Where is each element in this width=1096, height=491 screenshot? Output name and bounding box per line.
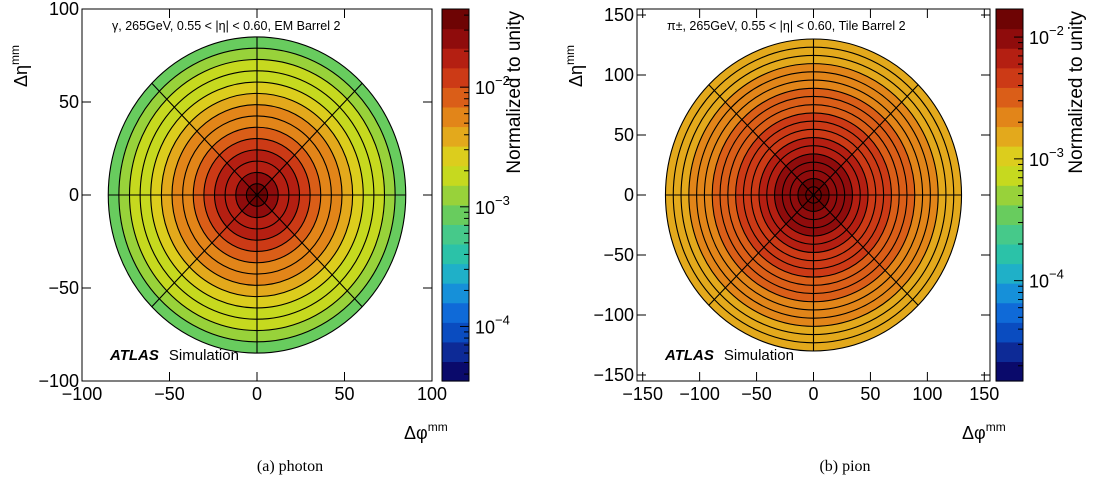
atlas-label: ATLAS Simulation <box>664 347 794 364</box>
chart-panel-1: −150 −100 −50 0 50 100 150 −150 −100 −50 0 50 100 150… <box>563 5 1087 443</box>
colorbar-band <box>442 48 469 69</box>
x-tick-label: 50 <box>860 384 880 404</box>
colorbar-band <box>996 106 1023 128</box>
colorbar-band <box>442 243 469 265</box>
colorbar-band <box>442 185 469 206</box>
colorbar-label: Normalized to unity <box>1066 11 1087 174</box>
y-tick-label: −100 <box>593 305 634 325</box>
x-tick-label: 100 <box>912 384 942 404</box>
x-tick-label: −100 <box>62 384 103 404</box>
colorbar-band <box>442 67 469 88</box>
atlas-label: ATLAS Simulation <box>109 347 239 364</box>
colorbar-band <box>442 146 469 167</box>
colorbar-band <box>442 322 469 343</box>
colorbar-band <box>996 341 1023 363</box>
y-tick-label: 100 <box>604 65 634 85</box>
x-tick-label: 50 <box>334 384 354 404</box>
colorbar-band <box>442 224 469 245</box>
x-tick-label: −50 <box>154 384 185 404</box>
colorbar-band <box>996 243 1023 265</box>
x-tick-label: −50 <box>741 384 772 404</box>
colorbar-band <box>996 165 1023 186</box>
x-tick-label: 150 <box>969 384 999 404</box>
colorbar-tick-label: 10−4 <box>475 312 510 337</box>
colorbar-tick-label: 10−2 <box>1029 23 1064 48</box>
y-tick-label: 150 <box>604 5 634 25</box>
y-tick-label: 50 <box>614 125 634 145</box>
colorbar-band <box>996 185 1023 206</box>
y-tick-label: 50 <box>59 92 79 112</box>
colorbar-band <box>996 263 1023 284</box>
colorbar-band <box>442 361 469 382</box>
y-axis-label: Δηmm <box>8 45 31 87</box>
colorbar-band <box>442 165 469 186</box>
colorbar-band <box>442 263 469 284</box>
x-tick-label: 0 <box>808 384 818 404</box>
sector-line <box>708 84 919 306</box>
y-tick-label: 0 <box>69 185 79 205</box>
colorbar-band <box>442 341 469 363</box>
colorbar-band <box>996 87 1023 108</box>
colorbar-band <box>442 283 469 304</box>
y-tick-label: −50 <box>48 278 79 298</box>
sector-line <box>151 82 363 308</box>
x-tick-label: −100 <box>679 384 720 404</box>
colorbar-band <box>996 283 1023 304</box>
colorbar-band <box>442 302 469 323</box>
colorbar-band <box>996 146 1023 167</box>
colorbar-band <box>996 302 1023 323</box>
colorbar-band <box>996 361 1023 382</box>
colorbar-frame <box>995 8 1024 382</box>
x-axis-label: Δφmm <box>962 420 1006 443</box>
colorbar-label: Normalized to unity <box>504 11 525 174</box>
x-tick-label: −150 <box>622 384 663 404</box>
colorbar-frame <box>441 8 470 382</box>
colorbar-band <box>442 28 469 49</box>
colorbar-band <box>996 28 1023 49</box>
y-tick-label: 0 <box>624 185 634 205</box>
colorbar-band <box>996 322 1023 343</box>
colorbar-band <box>442 126 469 147</box>
colorbar-band <box>996 224 1023 245</box>
colorbar-band <box>996 126 1023 147</box>
x-tick-label: 0 <box>252 384 262 404</box>
chart-title: γ, 265GeV, 0.55 < |η| < 0.60, EM Barrel … <box>112 19 340 33</box>
colorbar-tick-label: 10−3 <box>1029 145 1064 170</box>
colorbar-band <box>442 9 469 30</box>
colorbar-band <box>996 48 1023 69</box>
y-tick-label: −150 <box>593 365 634 385</box>
chart-title: π±, 265GeV, 0.55 < |η| < 0.60, Tile Barr… <box>667 19 906 33</box>
x-axis-label: Δφmm <box>404 420 448 443</box>
colorbar-band <box>996 67 1023 88</box>
caption-photon: (a) photon <box>256 458 324 475</box>
colorbar-band <box>442 106 469 128</box>
colorbar-tick-label: 10−4 <box>1029 267 1064 292</box>
y-tick-label: −100 <box>38 371 79 391</box>
colorbar-band <box>442 87 469 108</box>
colorbar-tick-label: 10−3 <box>475 193 510 218</box>
x-tick-label: 100 <box>417 384 447 404</box>
colorbar-band <box>996 204 1023 225</box>
y-axis-label: Δηmm <box>563 45 586 87</box>
caption-pion: (b) pion <box>819 458 871 475</box>
y-tick-label: −50 <box>603 245 634 265</box>
y-tick-label: 100 <box>49 0 79 19</box>
colorbar-band <box>996 9 1023 30</box>
colorbar-band <box>442 204 469 225</box>
chart-panel-0: −100 −50 0 50 100 −100 −50 0 50 100 γ, 265GeV, 0.5… <box>8 0 525 443</box>
